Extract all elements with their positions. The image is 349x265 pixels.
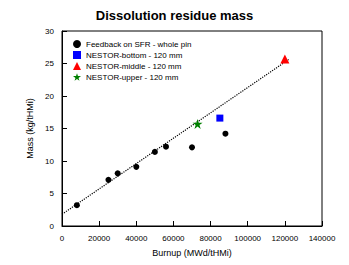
svg-text:20: 20 — [45, 92, 54, 101]
svg-text:5: 5 — [50, 189, 55, 198]
svg-text:80000: 80000 — [199, 234, 222, 243]
svg-text:Mass (kg/tHMi): Mass (kg/tHMi) — [25, 98, 35, 159]
svg-text:20000: 20000 — [88, 234, 111, 243]
svg-text:Dissolution residue mass: Dissolution residue mass — [96, 8, 254, 23]
svg-text:40000: 40000 — [125, 234, 148, 243]
svg-text:Burnup (MWd/tHMi): Burnup (MWd/tHMi) — [152, 248, 232, 258]
svg-text:120000: 120000 — [272, 234, 299, 243]
svg-text:30: 30 — [45, 27, 54, 36]
svg-text:10: 10 — [45, 157, 54, 166]
svg-text:140000: 140000 — [309, 234, 336, 243]
svg-text:100000: 100000 — [234, 234, 261, 243]
svg-text:NESTOR-middle - 120 mm: NESTOR-middle - 120 mm — [86, 62, 182, 71]
svg-text:60000: 60000 — [162, 234, 185, 243]
svg-text:0: 0 — [60, 234, 65, 243]
svg-text:NESTOR-bottom - 120 mm: NESTOR-bottom - 120 mm — [86, 51, 183, 60]
svg-text:NESTOR-upper - 120 mm: NESTOR-upper - 120 mm — [86, 73, 179, 82]
svg-text:0: 0 — [50, 222, 55, 231]
svg-text:Feedback on SFR - whole pin: Feedback on SFR - whole pin — [86, 40, 191, 49]
svg-text:25: 25 — [45, 59, 54, 68]
svg-text:15: 15 — [45, 124, 54, 133]
